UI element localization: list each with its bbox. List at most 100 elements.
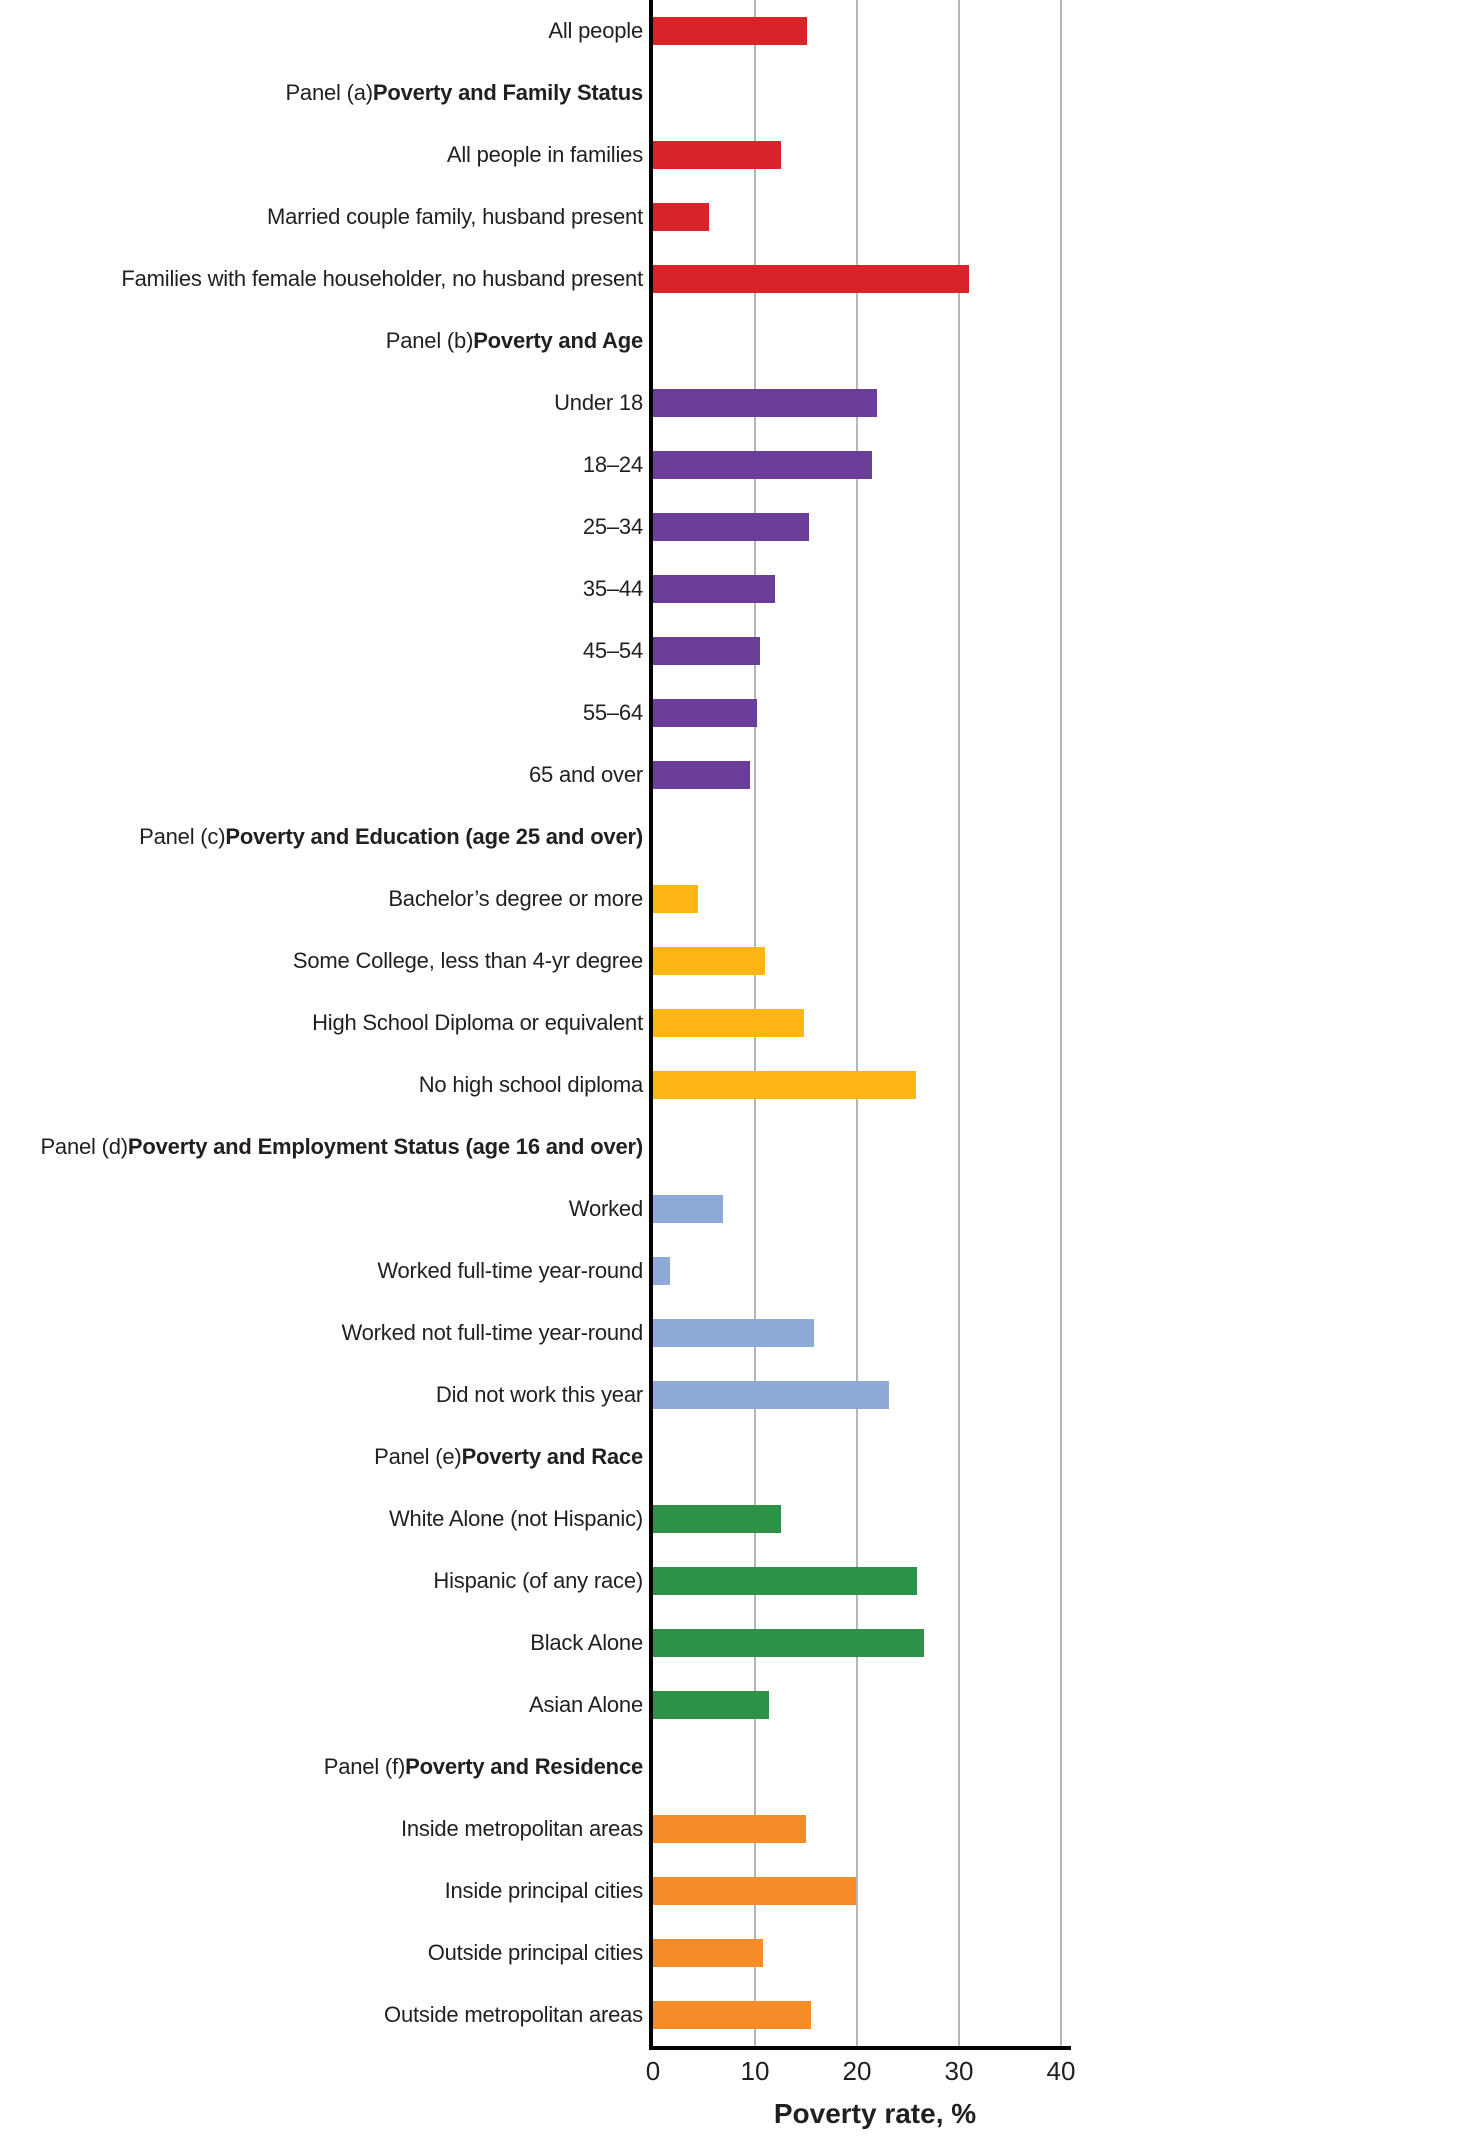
bar: [653, 513, 810, 541]
panel-header: Panel (e) Poverty and Race: [0, 1426, 643, 1488]
category-label: 18–24: [582, 452, 643, 477]
bar: [653, 203, 710, 231]
panel-header: Panel (b) Poverty and Age: [0, 310, 643, 372]
bar: [653, 1939, 764, 1967]
bar: [653, 1195, 724, 1223]
category-label: Asian Alone: [529, 1692, 643, 1717]
category-label: 45–54: [582, 638, 643, 663]
x-tick-label-40: 40: [1046, 2056, 1076, 2086]
panel-header-row: Panel (f) Poverty and Residence: [0, 1736, 1468, 1798]
bar: [653, 637, 761, 665]
bar: [653, 1505, 781, 1533]
bar-row: Married couple family, husband present: [0, 186, 1468, 248]
category-label: Black Alone: [530, 1630, 643, 1655]
x-axis-title: Poverty rate, %: [773, 2098, 977, 2129]
panel-header-row: Panel (d) Poverty and Employment Status …: [0, 1116, 1468, 1178]
panel-header: Panel (d) Poverty and Employment Status …: [0, 1116, 643, 1178]
category-label: 55–64: [582, 700, 643, 725]
bar-row: Outside principal cities: [0, 1922, 1468, 1984]
category-label: Worked full-time year-round: [377, 1258, 643, 1283]
bar: [653, 1319, 815, 1347]
category-label: Inside principal cities: [444, 1878, 644, 1903]
bar: [653, 1257, 671, 1285]
category-label: All people: [548, 18, 643, 43]
bar: [653, 1877, 856, 1905]
category-label: High School Diploma or equivalent: [312, 1010, 643, 1035]
category-label: No high school diploma: [418, 1072, 643, 1097]
panel-header-prefix: Panel (f): [323, 1754, 406, 1779]
plot-area: All people Panel (a) Poverty and Family S…: [0, 0, 1468, 2050]
bar-row: 25–34: [0, 496, 1468, 558]
bar: [653, 1009, 804, 1037]
panel-header-row: Panel (a) Poverty and Family Status: [0, 62, 1468, 124]
x-tick-label-10: 10: [740, 2056, 770, 2086]
x-tick-label-0: 0: [645, 2056, 661, 2086]
bar: [653, 761, 750, 789]
bar: [653, 1071, 917, 1099]
bar-row: Worked: [0, 1178, 1468, 1240]
bar-row: 55–64: [0, 682, 1468, 744]
bar-row: 45–54: [0, 620, 1468, 682]
panel-header-prefix: Panel (b): [385, 328, 474, 353]
category-label: Outside metropolitan areas: [384, 2002, 643, 2027]
panel-header-row: Panel (c) Poverty and Education (age 25 …: [0, 806, 1468, 868]
x-tick-label-30: 30: [944, 2056, 974, 2086]
bar-row: 65 and over: [0, 744, 1468, 806]
gridline-20: [856, 0, 858, 2046]
bar-row: Worked not full-time year-round: [0, 1302, 1468, 1364]
bar: [653, 947, 766, 975]
category-label: Worked not full-time year-round: [341, 1320, 643, 1345]
bar-row: Black Alone: [0, 1612, 1468, 1674]
bar: [653, 1815, 806, 1843]
category-label: 35–44: [582, 576, 643, 601]
panel-header-title: Poverty and Employment Status (age 16 an…: [127, 1134, 643, 1159]
bar: [653, 17, 808, 45]
panel-header-prefix: Panel (a): [285, 80, 373, 105]
bar-row: All people in families: [0, 124, 1468, 186]
bar-row: Worked full-time year-round: [0, 1240, 1468, 1302]
category-label: Worked: [568, 1196, 643, 1221]
category-label: Outside principal cities: [427, 1940, 643, 1965]
category-label: 25–34: [582, 514, 643, 539]
bar-row: Outside metropolitan areas: [0, 1984, 1468, 2046]
panel-header-prefix: Panel (e): [374, 1444, 462, 1469]
bar-row: White Alone (not Hispanic): [0, 1488, 1468, 1550]
bar: [653, 1381, 889, 1409]
category-label: White Alone (not Hispanic): [388, 1506, 643, 1531]
x-axis-line: [649, 2046, 1071, 2050]
panel-header-title: Poverty and Residence: [405, 1754, 643, 1779]
gridline-40: [1060, 0, 1062, 2046]
bar: [653, 1691, 770, 1719]
bar: [653, 575, 776, 603]
bar-row: Families with female householder, no hus…: [0, 248, 1468, 310]
bar: [653, 265, 970, 293]
category-label: Some College, less than 4-yr degree: [292, 948, 643, 973]
x-tick-label-20: 20: [842, 2056, 872, 2086]
category-label: 65 and over: [529, 762, 643, 787]
panel-header-title: Poverty and Age: [473, 328, 643, 353]
bar-row: Inside principal cities: [0, 1860, 1468, 1922]
bar: [653, 2001, 812, 2029]
bar-row: Hispanic (of any race): [0, 1550, 1468, 1612]
panel-header: Panel (f) Poverty and Residence: [0, 1736, 643, 1798]
bar-row: Inside metropolitan areas: [0, 1798, 1468, 1860]
gridline-30: [958, 0, 960, 2046]
bar-row: Asian Alone: [0, 1674, 1468, 1736]
category-label: Under 18: [554, 390, 643, 415]
panel-header-title: Poverty and Education (age 25 and over): [225, 824, 643, 849]
category-label: Married couple family, husband present: [267, 204, 643, 229]
panel-header-prefix: Panel (d): [40, 1134, 128, 1159]
bar-row: High School Diploma or equivalent: [0, 992, 1468, 1054]
bar: [653, 1629, 925, 1657]
panel-header-title: Poverty and Family Status: [372, 80, 643, 105]
bar-row: Some College, less than 4-yr degree: [0, 930, 1468, 992]
category-label: Bachelor’s degree or more: [388, 886, 643, 911]
panel-header-title: Poverty and Race: [461, 1444, 644, 1469]
bar: [653, 141, 781, 169]
bar-row: 18–24: [0, 434, 1468, 496]
panel-header-prefix: Panel (c): [139, 824, 226, 849]
bar: [653, 451, 873, 479]
bar-row: Under 18: [0, 372, 1468, 434]
y-axis-line: [649, 0, 653, 2050]
